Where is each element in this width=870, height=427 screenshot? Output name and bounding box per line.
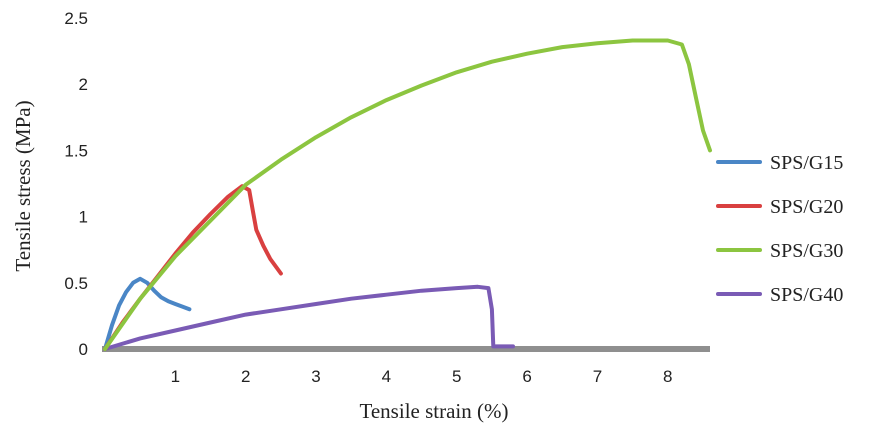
series-line-sps-g40	[103, 284, 515, 351]
series-layer	[103, 38, 712, 351]
y-tick-label: 2.5	[64, 9, 88, 28]
y-tick-label: 0.5	[64, 274, 88, 293]
x-tick-label: 6	[522, 367, 531, 386]
legend-label: SPS/G20	[770, 196, 843, 218]
legend-label: SPS/G15	[770, 152, 843, 174]
y-axis-ticks: 0 0.5 1 1.5 2 2.5	[64, 9, 88, 359]
y-tick-label: 1	[79, 208, 88, 227]
y-tick-label: 2	[79, 75, 88, 94]
x-tick-label: 2	[241, 367, 250, 386]
legend-label: SPS/G30	[770, 240, 843, 262]
x-axis-title: Tensile strain (%)	[360, 399, 509, 423]
x-tick-label: 1	[171, 367, 180, 386]
legend-label: SPS/G40	[770, 284, 843, 306]
x-axis	[102, 346, 710, 352]
y-tick-label: 0	[79, 340, 88, 359]
x-axis-ticks: 1 2 3 4 5 6 7 8	[171, 367, 673, 386]
legend: SPS/G15 SPS/G20 SPS/G30 SPS/G40	[716, 152, 843, 306]
x-tick-label: 7	[593, 367, 602, 386]
y-axis-title: Tensile stress (MPa)	[11, 100, 35, 271]
series-line-sps-g15	[103, 276, 192, 351]
x-tick-label: 4	[382, 367, 391, 386]
x-tick-label: 5	[452, 367, 461, 386]
x-tick-label: 3	[311, 367, 320, 386]
y-tick-label: 1.5	[64, 141, 88, 160]
series-line-sps-g30	[103, 38, 712, 351]
x-tick-label: 8	[663, 367, 672, 386]
